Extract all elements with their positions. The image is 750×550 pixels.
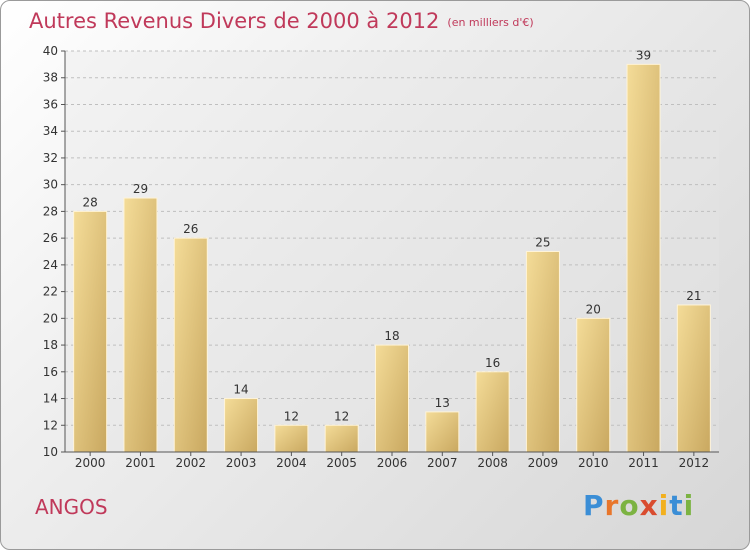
data-label: 12	[284, 409, 299, 423]
y-tick-label: 22	[43, 285, 58, 299]
bar	[425, 411, 460, 453]
logo-letter: o	[619, 489, 640, 522]
x-tick-label: 2011	[628, 456, 659, 470]
data-label: 14	[233, 383, 248, 397]
y-tick-label: 26	[43, 231, 58, 245]
data-label: 39	[636, 48, 651, 62]
place-name: ANGOS	[35, 495, 108, 519]
y-tick-label: 38	[43, 71, 58, 85]
y-tick-label: 20	[43, 311, 58, 325]
logo-letter: t	[669, 489, 684, 522]
x-tick-label: 2004	[276, 456, 307, 470]
logo-letter: P	[583, 489, 605, 522]
x-tick-label: 2009	[528, 456, 559, 470]
y-tick-label: 36	[43, 97, 58, 111]
logo-letter: i	[683, 489, 695, 522]
logo-letter: i	[658, 489, 670, 522]
y-tick-label: 24	[43, 258, 58, 272]
proxiti-logo: Proxiti	[583, 489, 694, 522]
x-tick-label: 2001	[125, 456, 156, 470]
bar	[475, 371, 510, 453]
bars: 28 29 26 14 12 12 18 13 16 25 20 39 21	[73, 48, 711, 453]
y-tick-label: 10	[43, 445, 58, 459]
chart-title: Autres Revenus Divers de 2000 à 2012 (en …	[29, 9, 534, 33]
x-tick-label: 2012	[679, 456, 710, 470]
y-tick-label: 28	[43, 204, 58, 218]
bar	[224, 398, 259, 453]
x-tick-label: 2007	[427, 456, 458, 470]
logo-letter: r	[604, 489, 620, 522]
x-tick-label: 2010	[578, 456, 609, 470]
bar	[123, 197, 158, 453]
data-label: 16	[485, 356, 500, 370]
x-tick-label: 2003	[226, 456, 257, 470]
y-tick-label: 12	[43, 418, 58, 432]
y-tick-label: 30	[43, 178, 58, 192]
x-tick-label: 2002	[175, 456, 206, 470]
bar	[73, 210, 108, 453]
data-label: 21	[686, 289, 701, 303]
data-label: 29	[133, 182, 148, 196]
x-tick-label: 2000	[75, 456, 106, 470]
y-tick-label: 34	[43, 124, 58, 138]
data-label: 12	[334, 409, 349, 423]
y-tick-label: 32	[43, 151, 58, 165]
y-tick-label: 14	[43, 392, 58, 406]
bar	[525, 251, 560, 453]
x-tick-label: 2008	[477, 456, 508, 470]
chart-title-unit: (en milliers d'€)	[447, 16, 534, 29]
bar	[324, 424, 359, 453]
y-tick-label: 18	[43, 338, 58, 352]
chart-title-text: Autres Revenus Divers de 2000 à 2012	[29, 9, 440, 33]
x-tick-label: 2005	[326, 456, 357, 470]
axes: 10 12 14 16 18 20 22 24 26 28 30 32 34 36 38 40 2000 2001…	[43, 44, 719, 470]
data-label: 13	[435, 396, 450, 410]
data-label: 18	[384, 329, 399, 343]
bar	[274, 424, 309, 453]
data-label: 26	[183, 222, 198, 236]
bar	[173, 237, 208, 453]
bar	[676, 304, 711, 453]
bar	[375, 344, 409, 453]
y-tick-label: 16	[43, 365, 58, 379]
data-label: 28	[83, 195, 98, 209]
bar	[626, 63, 661, 453]
data-label: 25	[535, 236, 550, 250]
x-tick-label: 2006	[377, 456, 408, 470]
data-label: 20	[586, 302, 601, 316]
logo-letter: x	[639, 489, 659, 522]
y-tick-label: 40	[43, 44, 58, 58]
bar	[576, 317, 611, 453]
